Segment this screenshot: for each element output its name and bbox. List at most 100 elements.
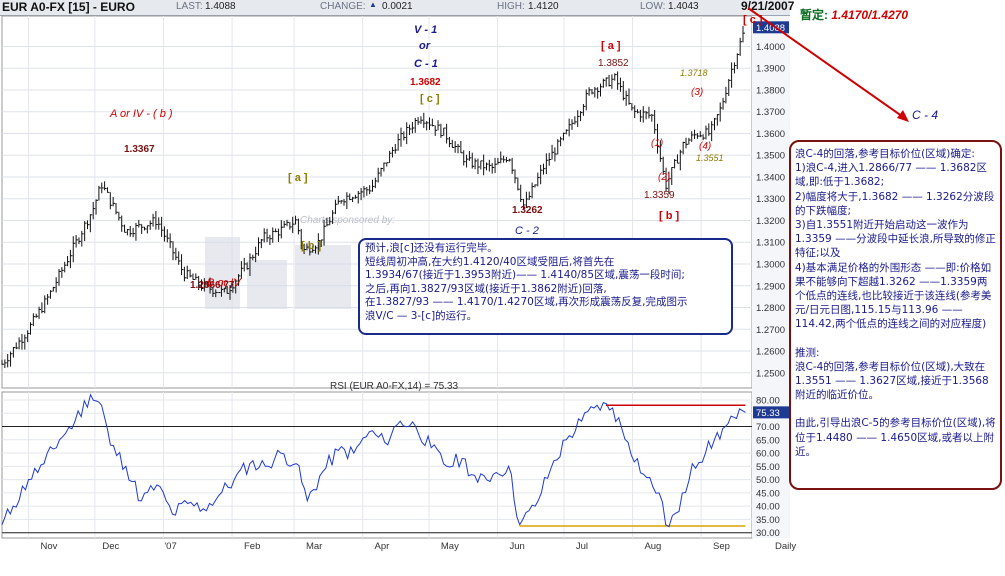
price-tick-label: 1.3700	[756, 107, 785, 118]
price-tick-label: 1.3100	[756, 238, 785, 249]
rsi-tick-label: 35.00	[756, 515, 780, 526]
note-line	[795, 332, 996, 346]
rsi-tick-label: 30.00	[756, 528, 780, 539]
note-line: 推测:	[795, 346, 820, 359]
rsi-tick-label: 65.00	[756, 435, 780, 446]
x-tick-label: Nov	[40, 541, 57, 552]
note-line: 由此,引导出浪C-5的参考目标价位(区域),将位于1.4480 —— 1.465…	[795, 417, 996, 458]
x-tick-label: Apr	[375, 541, 390, 552]
note-line: 预计,浪[c]还没有运行完毕。	[365, 242, 498, 254]
x-tick-label: Feb	[244, 541, 260, 552]
note-line: 1)浪C-4,进入1.2866/77 —— 1.3682区域,即:低于1.368…	[795, 162, 987, 189]
wave-annotation: [ c ]	[420, 93, 440, 105]
price-tick-label: 1.3000	[756, 260, 785, 271]
price-tick-label: 1.2700	[756, 325, 785, 336]
wave-annotation: (1)	[651, 138, 663, 149]
note-box-forecast: 预计,浪[c]还没有运行完毕。 短线周初冲高,在大约1.4120/40区域受阻后,…	[358, 238, 733, 335]
forecast-arrow	[747, 7, 907, 120]
x-tick-label: Daily	[775, 541, 796, 552]
price-tick-label: 1.2800	[756, 303, 785, 314]
price-tick-label: 1.3200	[756, 216, 785, 227]
low-label: LOW:	[640, 1, 666, 12]
note-line: 浪C-4的回落,参考目标价位(区域),大致在1.3551 —— 1.3627区域…	[795, 360, 989, 402]
tentative-target: 暂定: 1.4170/1.4270	[800, 6, 908, 23]
high-value: 1.4120	[528, 1, 559, 12]
low-value: 1.4043	[668, 1, 699, 12]
watermark-logo	[247, 260, 287, 309]
watermark-logo	[205, 237, 240, 309]
axis-strip	[752, 16, 790, 538]
quote-header: EUR A0-FX [15] - EURO LAST: 1.4088 CHANG…	[0, 0, 790, 16]
price-tick-label: 1.3600	[756, 129, 785, 140]
note-line: 浪V/C — 3-[c]的运行。	[365, 309, 478, 322]
watermark-logo	[295, 245, 351, 309]
rsi-value-badge	[753, 406, 789, 419]
wave-annotation: (3)	[691, 87, 703, 98]
rsi-panel	[1, 391, 753, 539]
wave-annotation: (4)	[699, 141, 711, 152]
change-label: CHANGE:	[320, 1, 366, 12]
watermark-text: Charts sponsored by:	[300, 215, 395, 226]
wave-annotation: 1.3367	[124, 144, 155, 155]
price-tick-label: 1.3800	[756, 85, 785, 96]
x-tick-label: '07	[164, 541, 176, 552]
note-line: 2)幅度将大于,1.3682 —— 1.3262分波段的下跌幅度;	[795, 190, 995, 217]
wave-annotation: [ a ]	[288, 172, 308, 184]
rsi-tick-label: 40.00	[756, 502, 780, 513]
rsi-tick-label: 70.00	[756, 422, 780, 433]
wave-annotation: B or IV	[207, 277, 242, 289]
price-tick-label: 1.2900	[756, 281, 785, 292]
price-tick-label: 1.3300	[756, 194, 785, 205]
wave-annotation: C - 2	[515, 225, 539, 237]
rsi-line	[1, 393, 746, 528]
x-tick-label: Sep	[713, 541, 730, 552]
wave-annotation: C - 1	[414, 58, 438, 70]
tentative-value: 1.4170/1.4270	[831, 8, 909, 22]
x-tick-label: Aug	[644, 541, 661, 552]
wave-annotation: 1.3682	[410, 77, 441, 88]
x-tick-label: Jun	[509, 541, 524, 552]
last-price-badge	[753, 21, 789, 34]
x-tick-label: Mar	[306, 541, 322, 552]
up-arrow-icon: ▲	[369, 0, 377, 9]
wave-annotation: 1.3262	[512, 205, 543, 216]
rsi-tick-label: 55.00	[756, 462, 780, 473]
wave-annotation: [ b ]	[659, 210, 679, 222]
wave-annotation: 1.3852	[598, 58, 629, 69]
last-value: 1.4088	[205, 1, 236, 12]
wave-annotation: 1.2866/77	[190, 280, 235, 291]
rsi-tick-label: 45.00	[756, 488, 780, 499]
tentative-label: 暂定:	[800, 8, 828, 22]
wave-label-c4: C - 4	[912, 108, 939, 122]
change-value: 0.0021	[382, 1, 413, 12]
wave-annotation: [ b ]	[301, 240, 321, 252]
wave-annotation: (2)	[658, 172, 670, 183]
rsi-tick-label: 80.00	[756, 395, 780, 406]
forecast-arrow-head	[897, 110, 909, 122]
wave-annotation: or	[419, 40, 431, 52]
x-tick-label: May	[441, 541, 459, 552]
price-tick-label: 1.4000	[756, 42, 785, 53]
note-line: 4)基本满足价格的外围形态 ——即:价格如果不能够向下超越1.3262 ——1.…	[795, 261, 992, 331]
note-line: 之后,再向1.3827/93区域(接近于1.3862附近)回落,	[365, 282, 607, 295]
note-line: 1.3934/67(接近于1.3953附近)—— 1.4140/85区域,震荡一…	[365, 269, 685, 282]
symbol-label: EUR A0-FX [15] - EURO	[2, 0, 135, 14]
wave-annotation: [ a ]	[601, 40, 621, 52]
wave-annotation: 1.3551	[696, 153, 724, 163]
note-line	[795, 402, 996, 416]
note-line: 短线周初冲高,在大约1.4120/40区域受阻后,将首先在	[365, 255, 615, 268]
note-line: 3)自1.3551附近开始启动这一波作为1.3359 ——分波段中延长浪,所导致…	[795, 219, 996, 260]
price-tick-label: 1.3900	[756, 64, 785, 75]
note-box-analysis: 浪C-4的回落,参考目标价位(区域)确定: 1)浪C-4,进入1.2866/77 …	[789, 140, 1002, 490]
wave-annotation: V - 1	[414, 24, 437, 36]
x-tick-label: Dec	[102, 541, 119, 552]
rsi-title: RSI (EUR A0-FX,14) = 75.33	[330, 381, 459, 392]
rsi-current-value: 75.33	[756, 408, 780, 419]
wave-annotation: A or IV - ( b )	[109, 108, 173, 120]
note-line: 浪C-4的回落,参考目标价位(区域)确定:	[795, 148, 975, 160]
note-line: 在1.3827/93 —— 1.4170/1.4270区域,再次形成震荡反复,完…	[365, 296, 688, 309]
wave-annotation: [ c ]	[743, 14, 763, 26]
ohlc-bars	[1, 25, 745, 369]
price-tick-label: 1.3500	[756, 151, 785, 162]
